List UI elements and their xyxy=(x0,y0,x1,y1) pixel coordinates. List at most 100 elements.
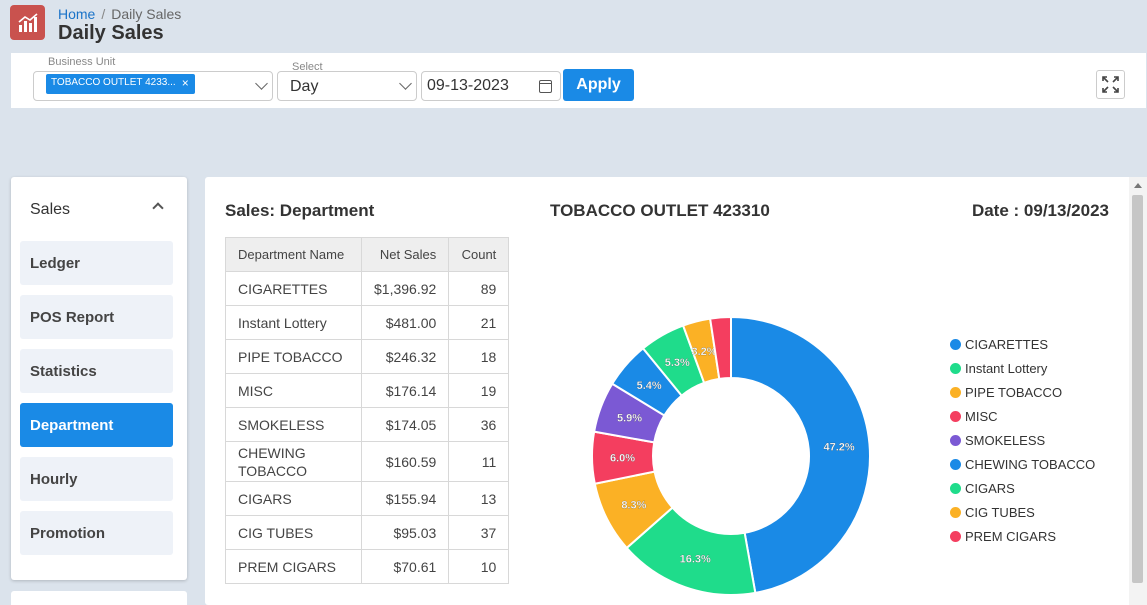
department-name: PREM CIGARS xyxy=(225,549,362,584)
period-select[interactable]: Day xyxy=(277,71,417,101)
net-sales: $174.05 xyxy=(360,407,450,442)
table-row: CHEWING TOBACCO $160.59 11 xyxy=(225,441,510,482)
table-row: PREM CIGARS $70.61 10 xyxy=(225,549,510,584)
legend-label: CHEWING TOBACCO xyxy=(965,456,1096,472)
count: 19 xyxy=(448,373,510,408)
slice-data-label: 5.3% xyxy=(665,357,690,369)
legend-label: CIGARETTES xyxy=(965,336,1049,352)
legend-item[interactable]: MISC xyxy=(950,404,1095,428)
legend-item[interactable]: SMOKELESS xyxy=(950,428,1095,452)
column-header[interactable]: Net Sales xyxy=(360,237,450,272)
calendar-icon[interactable] xyxy=(539,80,552,93)
legend-label: Instant Lottery xyxy=(965,360,1048,376)
bar-chart-icon xyxy=(17,12,38,32)
department-donut-chart: 47.2% 16.3% 8.3% 6.0% 5.9% 5.4%5.3%3.2% xyxy=(591,315,871,596)
legend-item[interactable]: PREM CIGARS xyxy=(950,524,1095,548)
scroll-up-arrow-icon[interactable] xyxy=(1134,183,1142,188)
chevron-down-icon[interactable] xyxy=(399,77,412,90)
legend-swatch xyxy=(950,506,961,518)
chip-remove-icon[interactable]: × xyxy=(181,76,189,90)
legend-swatch xyxy=(950,362,961,374)
sidebar-item-department[interactable]: Department xyxy=(20,403,173,447)
business-unit-label: Business Unit xyxy=(46,56,118,68)
net-sales: $160.59 xyxy=(360,441,450,482)
breadcrumb: Home / Daily Sales xyxy=(58,6,181,22)
period-select-value: Day xyxy=(290,78,319,95)
slice-data-label: 3.2% xyxy=(691,346,716,358)
sidebar-item-promotion[interactable]: Promotion xyxy=(20,511,173,555)
legend-item[interactable]: CIGARETTES xyxy=(950,332,1095,356)
scrollbar-thumb[interactable] xyxy=(1132,195,1143,583)
legend-label: SMOKELESS xyxy=(965,432,1046,448)
legend-item[interactable]: CIGARS xyxy=(950,476,1095,500)
business-unit-chip: TOBACCO OUTLET 4233... × xyxy=(46,74,195,94)
report-date: Date : 09/13/2023 xyxy=(971,201,1109,220)
breadcrumb-home-link[interactable]: Home xyxy=(58,6,96,22)
net-sales: $246.32 xyxy=(360,339,450,374)
department-name: PIPE TOBACCO xyxy=(225,339,362,374)
column-header[interactable]: Count xyxy=(448,237,510,272)
slice-data-label: 47.2% xyxy=(823,441,854,453)
count: 89 xyxy=(448,271,510,306)
apply-button[interactable]: Apply xyxy=(563,69,634,101)
count: 37 xyxy=(448,515,510,550)
table-row: SMOKELESS $174.05 36 xyxy=(225,407,510,442)
department-name: CHEWING TOBACCO xyxy=(225,441,362,482)
date-input[interactable]: 09-13-2023 xyxy=(421,71,561,101)
breadcrumb-separator: / xyxy=(101,6,106,22)
net-sales: $176.14 xyxy=(360,373,450,408)
table-row: CIG TUBES $95.03 37 xyxy=(225,515,510,550)
count: 18 xyxy=(448,339,510,374)
sidebar-item-ledger[interactable]: Ledger xyxy=(20,241,173,285)
legend-swatch xyxy=(950,482,961,494)
legend-item[interactable]: CIG TUBES xyxy=(950,500,1095,524)
count: 21 xyxy=(448,305,510,340)
column-header[interactable]: Department Name xyxy=(225,237,362,272)
legend-swatch xyxy=(950,386,961,398)
table-row: CIGARS $155.94 13 xyxy=(225,481,510,516)
table-row: PIPE TOBACCO $246.32 18 xyxy=(225,339,510,374)
sidebar-item-hourly[interactable]: Hourly xyxy=(20,457,173,501)
legend-swatch xyxy=(950,338,961,350)
department-name: SMOKELESS xyxy=(225,407,362,442)
chart-legend: CIGARETTES Instant Lottery PIPE TOBACCO MIS… xyxy=(950,332,1095,548)
sidebar-heading[interactable]: Sales xyxy=(30,201,71,218)
legend-item[interactable]: CHEWING TOBACCO xyxy=(950,452,1095,476)
count: 36 xyxy=(448,407,510,442)
sales-sidebar: Sales Ledger POS Report Statistics Depar… xyxy=(11,177,187,580)
net-sales: $70.61 xyxy=(360,549,450,584)
date-input-value: 09-13-2023 xyxy=(427,77,509,94)
business-unit-select[interactable]: TOBACCO OUTLET 4233... × xyxy=(33,71,273,101)
slice-data-label: 16.3% xyxy=(680,553,711,565)
legend-swatch xyxy=(950,530,961,542)
legend-swatch xyxy=(950,410,961,422)
table-row: MISC $176.14 19 xyxy=(225,373,510,408)
fullscreen-button[interactable] xyxy=(1096,70,1125,99)
legend-label: CIG TUBES xyxy=(965,504,1035,520)
fullscreen-icon xyxy=(1102,76,1119,93)
slice-data-label: 6.0% xyxy=(610,452,635,464)
count: 10 xyxy=(448,549,510,584)
legend-item[interactable]: PIPE TOBACCO xyxy=(950,380,1095,404)
table-row: CIGARETTES $1,396.92 89 xyxy=(225,271,510,306)
donut-slice-prem-cigars[interactable] xyxy=(708,315,732,381)
sidebar-item-pos-report[interactable]: POS Report xyxy=(20,295,173,339)
count: 11 xyxy=(448,441,510,482)
vertical-scrollbar[interactable] xyxy=(1129,177,1147,605)
chevron-up-icon[interactable] xyxy=(152,202,164,214)
sidebar-item-statistics[interactable]: Statistics xyxy=(20,349,173,393)
secondary-sidebar-panel xyxy=(11,591,187,605)
legend-item[interactable]: Instant Lottery xyxy=(950,356,1095,380)
department-name: CIG TUBES xyxy=(225,515,362,550)
department-name: Instant Lottery xyxy=(225,305,362,340)
net-sales: $481.00 xyxy=(360,305,450,340)
department-sales-table: Department Name Net Sales Count CIGARETT… xyxy=(225,237,510,584)
net-sales: $95.03 xyxy=(360,515,450,550)
legend-label: PREM CIGARS xyxy=(965,528,1057,544)
chevron-down-icon[interactable] xyxy=(255,77,268,90)
net-sales: $155.94 xyxy=(360,481,450,516)
donut-slice-cigarettes[interactable] xyxy=(730,315,871,595)
app-logo[interactable] xyxy=(10,5,45,40)
slice-data-label: 5.9% xyxy=(617,413,642,425)
legend-label: CIGARS xyxy=(965,480,1015,496)
